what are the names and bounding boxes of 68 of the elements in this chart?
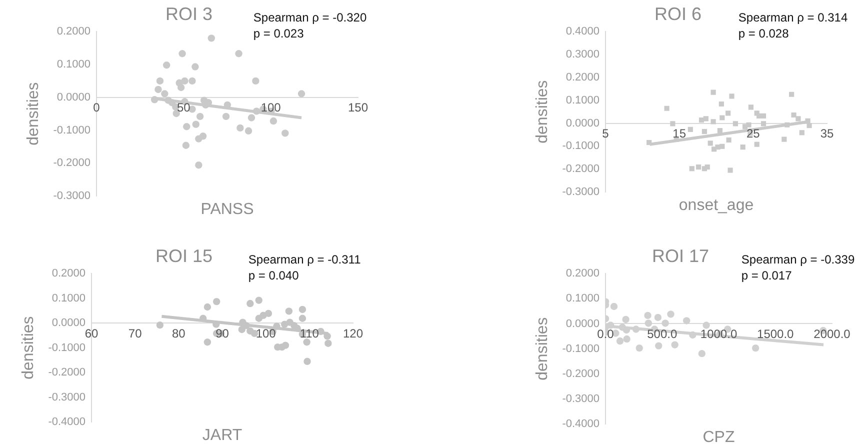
y-tick-label: 0.2000	[566, 71, 600, 84]
x-tick-label: 120	[342, 326, 364, 340]
x-tick-label: 5	[602, 126, 610, 141]
text: Spearman ρ = -0.311	[248, 252, 362, 267]
y-tick-label: 0.0000	[566, 117, 600, 130]
x-tick-label: 25	[746, 126, 760, 141]
x-tick-label: 100	[260, 100, 282, 115]
y-tick-label: 0.2000	[56, 26, 91, 38]
chart-title: ROI 15	[155, 246, 213, 266]
chart-title: ROI 6	[654, 4, 702, 24]
y-tick-label: 0.1000	[566, 94, 600, 106]
y-tick-label: -0.1000	[562, 140, 600, 152]
x-tick-label: 50	[176, 100, 191, 115]
y-tick-label: -0.3000	[48, 391, 86, 404]
x-tick-label: 0.0	[597, 327, 614, 342]
y-tick-label: -0.1000	[562, 342, 600, 355]
y-tick-label: -0.2000	[48, 366, 86, 379]
x-tick-label: 90	[216, 326, 230, 340]
y-tick-label: 0.2000	[566, 268, 600, 280]
y-axis-title: densities	[534, 317, 552, 380]
x-axis-title: onset_age	[678, 197, 754, 214]
text: Spearman ρ = 0.314	[738, 10, 848, 25]
annotation: p = 0.028	[738, 26, 790, 41]
y-tick-label: 0.0000	[56, 91, 91, 104]
text: Spearman ρ = -0.320	[253, 10, 367, 25]
x-tick-label: 80	[172, 326, 186, 340]
x-axis-title: CPZ	[702, 429, 735, 444]
y-tick-label: -0.4000	[48, 416, 86, 428]
y-tick-label: -0.2000	[53, 157, 91, 170]
x-tick-label: 100	[256, 326, 276, 340]
y-tick-label: 0.1000	[56, 58, 91, 71]
y-tick-label: 0.0000	[566, 318, 600, 330]
text: Spearman ρ = -0.339	[741, 252, 855, 267]
y-tick-label: 0.0000	[52, 317, 86, 330]
y-tick-label: -0.4000	[562, 418, 600, 430]
y-axis-title: densities	[534, 80, 552, 144]
y-tick-label: -0.3000	[562, 186, 600, 198]
x-tick-label: 2000.0	[814, 327, 851, 342]
y-tick-label: 0.1000	[566, 292, 600, 305]
annotation: p = 0.017	[741, 268, 792, 283]
annotation: p = 0.040	[248, 268, 300, 283]
x-tick-label: 1500.0	[757, 327, 794, 342]
chart-title: ROI 17	[652, 246, 710, 266]
y-axis-title: densities	[25, 82, 42, 146]
y-tick-label: -0.1000	[48, 342, 86, 354]
y-axis-title: densities	[20, 316, 38, 380]
x-tick-label: 1000.0	[700, 327, 738, 342]
x-tick-label: 15	[672, 126, 686, 141]
x-tick-label: 0	[93, 100, 100, 115]
x-tick-label: 150	[348, 100, 368, 115]
x-tick-label: 35	[820, 126, 834, 141]
y-tick-label: 0.4000	[566, 26, 600, 38]
y-tick-label: -0.2000	[562, 368, 600, 380]
y-tick-label: -0.1000	[53, 124, 91, 136]
y-tick-label: -0.3000	[562, 392, 600, 405]
x-tick-label: 70	[128, 326, 142, 340]
x-tick-label: 60	[84, 326, 98, 340]
chart-title: ROI 3	[165, 4, 213, 24]
y-tick-label: 0.3000	[566, 48, 600, 61]
x-axis-title: PANSS	[200, 201, 254, 218]
x-tick-label: 500.0	[647, 327, 678, 342]
y-tick-label: -0.2000	[562, 163, 600, 176]
annotation: p = 0.023	[253, 26, 304, 41]
y-tick-label: -0.3000	[53, 190, 91, 202]
x-axis-title: JART	[202, 427, 242, 444]
y-tick-label: 0.2000	[52, 268, 86, 280]
y-tick-label: 0.1000	[52, 292, 86, 304]
x-tick-label: 110	[300, 326, 320, 340]
